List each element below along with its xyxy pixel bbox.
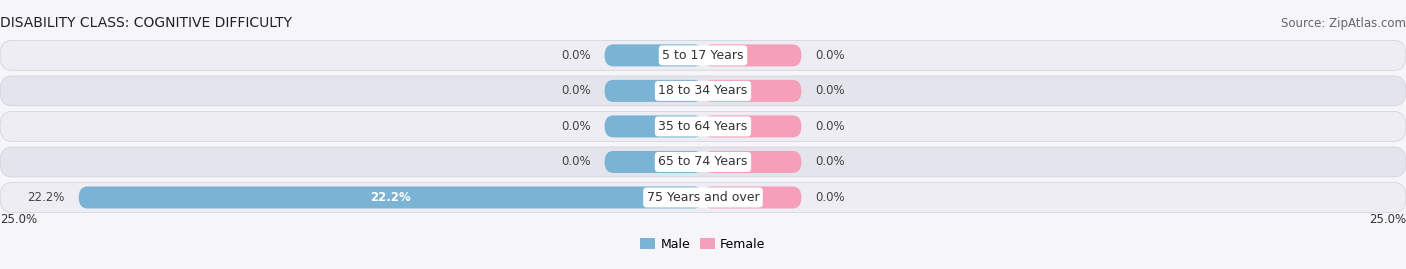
FancyBboxPatch shape bbox=[605, 44, 703, 66]
Text: Source: ZipAtlas.com: Source: ZipAtlas.com bbox=[1281, 17, 1406, 30]
FancyBboxPatch shape bbox=[703, 44, 801, 66]
Text: 0.0%: 0.0% bbox=[561, 120, 591, 133]
Text: 0.0%: 0.0% bbox=[815, 155, 845, 168]
Text: 0.0%: 0.0% bbox=[561, 155, 591, 168]
FancyBboxPatch shape bbox=[79, 186, 703, 208]
FancyBboxPatch shape bbox=[605, 151, 703, 173]
FancyBboxPatch shape bbox=[703, 151, 801, 173]
FancyBboxPatch shape bbox=[0, 40, 1406, 70]
Text: 25.0%: 25.0% bbox=[1369, 213, 1406, 226]
Text: 22.2%: 22.2% bbox=[371, 191, 411, 204]
Text: 0.0%: 0.0% bbox=[815, 191, 845, 204]
FancyBboxPatch shape bbox=[0, 147, 1406, 177]
FancyBboxPatch shape bbox=[0, 112, 1406, 141]
Text: 25.0%: 25.0% bbox=[0, 213, 37, 226]
Legend: Male, Female: Male, Female bbox=[636, 233, 770, 256]
FancyBboxPatch shape bbox=[605, 80, 703, 102]
Text: 18 to 34 Years: 18 to 34 Years bbox=[658, 84, 748, 97]
Text: 5 to 17 Years: 5 to 17 Years bbox=[662, 49, 744, 62]
Text: 22.2%: 22.2% bbox=[27, 191, 65, 204]
Text: 35 to 64 Years: 35 to 64 Years bbox=[658, 120, 748, 133]
FancyBboxPatch shape bbox=[703, 80, 801, 102]
Text: 65 to 74 Years: 65 to 74 Years bbox=[658, 155, 748, 168]
FancyBboxPatch shape bbox=[0, 183, 1406, 213]
Text: 0.0%: 0.0% bbox=[815, 120, 845, 133]
Text: DISABILITY CLASS: COGNITIVE DIFFICULTY: DISABILITY CLASS: COGNITIVE DIFFICULTY bbox=[0, 16, 292, 30]
FancyBboxPatch shape bbox=[703, 186, 801, 208]
FancyBboxPatch shape bbox=[0, 76, 1406, 106]
Text: 0.0%: 0.0% bbox=[815, 49, 845, 62]
Text: 0.0%: 0.0% bbox=[561, 84, 591, 97]
FancyBboxPatch shape bbox=[605, 115, 703, 137]
Text: 0.0%: 0.0% bbox=[815, 84, 845, 97]
Text: 75 Years and over: 75 Years and over bbox=[647, 191, 759, 204]
FancyBboxPatch shape bbox=[703, 115, 801, 137]
Text: 0.0%: 0.0% bbox=[561, 49, 591, 62]
